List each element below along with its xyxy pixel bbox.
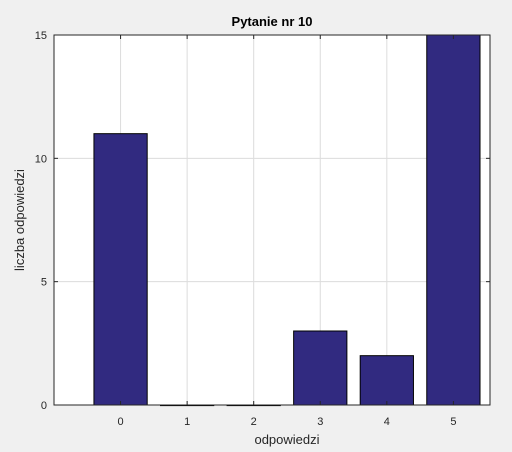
x-tick-label: 4 bbox=[384, 416, 390, 428]
x-tick-label: 2 bbox=[251, 416, 257, 428]
x-tick-label: 0 bbox=[118, 416, 124, 428]
y-tick-label: 0 bbox=[41, 400, 47, 412]
y-tick-label: 10 bbox=[35, 153, 47, 165]
bar-4 bbox=[359, 355, 414, 406]
ticks: 0 1 2 3 4 5 0 5 10 15 bbox=[35, 30, 490, 428]
x-tick-label: 1 bbox=[184, 416, 190, 428]
bar-5 bbox=[426, 34, 481, 406]
y-tick-label: 15 bbox=[35, 30, 47, 42]
x-tick-label: 3 bbox=[317, 416, 323, 428]
chart-title: Pytanie nr 10 bbox=[232, 14, 313, 29]
plot-frame bbox=[53, 34, 491, 406]
x-tick-label: 5 bbox=[450, 416, 456, 428]
x-axis-label: odpowiedzi bbox=[254, 432, 319, 447]
y-tick-label: 5 bbox=[41, 277, 47, 289]
bars bbox=[93, 34, 481, 407]
bar-3 bbox=[293, 330, 348, 406]
y-axis-label: liczba odpowiedzi bbox=[12, 169, 27, 271]
bar-0 bbox=[93, 133, 148, 406]
